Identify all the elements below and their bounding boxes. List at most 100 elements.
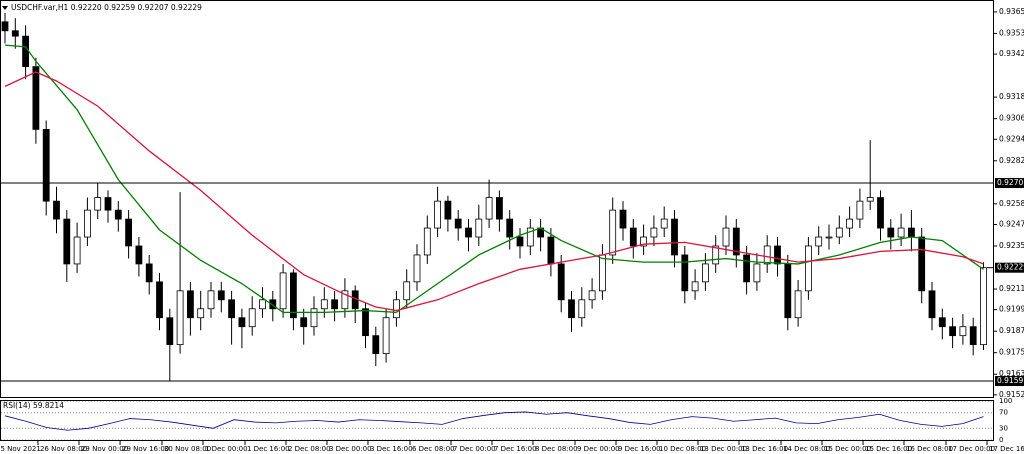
price-label: 0.92701 bbox=[997, 178, 1024, 187]
candle-body bbox=[228, 299, 236, 319]
y-tick-label: 70 bbox=[999, 409, 1008, 417]
x-tick-label: 1 Dec 16:00 bbox=[247, 445, 290, 453]
y-tick-label: 0.92825 bbox=[999, 156, 1024, 165]
x-tick-label: 30 Nov 08:00 bbox=[164, 445, 211, 453]
candle-body bbox=[671, 218, 678, 256]
x-tick-label: 3 Dec 16:00 bbox=[370, 445, 413, 453]
candle-body bbox=[619, 209, 627, 229]
candle-body bbox=[866, 197, 874, 202]
candle-body bbox=[104, 197, 112, 211]
candle-body bbox=[320, 299, 328, 310]
candle-body bbox=[125, 218, 132, 247]
x-tick-label: 13 Dec 00:00 bbox=[700, 445, 747, 453]
price-label: 0.92229 bbox=[997, 263, 1024, 272]
rsi-plot bbox=[1, 401, 993, 440]
y-tick-label: 0.91755 bbox=[999, 348, 1024, 357]
x-tick-label: 14 Dec 08:00 bbox=[783, 445, 830, 453]
candle-body bbox=[32, 66, 40, 130]
y-tick-label: 0.91635 bbox=[999, 369, 1024, 378]
candle-body bbox=[660, 218, 668, 229]
candle-body bbox=[248, 308, 256, 328]
y-tick-label: 0 bbox=[999, 436, 1003, 444]
candle-body bbox=[557, 263, 565, 301]
candle-body bbox=[289, 272, 297, 319]
candle-body bbox=[217, 290, 225, 301]
price-label: 0.91597 bbox=[997, 376, 1024, 385]
candle-body bbox=[959, 326, 967, 337]
x-tick-label: 13 Dec 16:00 bbox=[741, 445, 788, 453]
candle-body bbox=[310, 308, 318, 328]
candle-body bbox=[856, 200, 864, 220]
candle-body bbox=[599, 254, 606, 292]
candle-body bbox=[495, 197, 503, 220]
candle-body bbox=[526, 227, 534, 247]
candle-body bbox=[63, 218, 71, 265]
candle-body bbox=[938, 317, 946, 328]
candle-body bbox=[609, 209, 617, 256]
candle-body bbox=[300, 317, 308, 328]
candle-body bbox=[949, 326, 956, 337]
x-tick-label: 9 Dec 00:00 bbox=[577, 445, 620, 453]
y-tick-label: 0.93655 bbox=[999, 7, 1024, 16]
candle-body bbox=[279, 272, 287, 310]
candle-body bbox=[207, 290, 215, 310]
candle-body bbox=[980, 267, 987, 346]
candle-body bbox=[176, 290, 184, 346]
moving-average bbox=[4, 71, 984, 312]
main-plot bbox=[1, 12, 987, 381]
candle-body bbox=[73, 236, 81, 265]
candle-body bbox=[516, 236, 524, 247]
candle-body bbox=[135, 245, 143, 265]
rsi-title: RSI(14) 59.8214 bbox=[3, 401, 64, 410]
candle-body bbox=[815, 236, 823, 247]
candle-body bbox=[114, 209, 122, 220]
candle-body bbox=[681, 254, 689, 292]
candle-body bbox=[835, 227, 843, 238]
price-label-box bbox=[995, 376, 1024, 387]
candle-body bbox=[629, 227, 637, 247]
rsi-panel bbox=[0, 400, 994, 441]
x-tick-label: 3 Dec 00:00 bbox=[329, 445, 372, 453]
x-tick-label: 15 Dec 00:00 bbox=[824, 445, 871, 453]
y-tick-label: 0.91995 bbox=[999, 305, 1024, 314]
moving-average bbox=[4, 44, 984, 314]
y-tick-label: 0.9318 bbox=[999, 92, 1024, 101]
y-tick-label: 0.92945 bbox=[999, 134, 1024, 143]
candle-body bbox=[722, 227, 730, 247]
candle-body bbox=[743, 254, 750, 283]
candle-body bbox=[928, 290, 936, 319]
y-tick-label: 30 bbox=[999, 424, 1008, 432]
candle-body bbox=[423, 227, 431, 256]
y-tick-label: 0.92585 bbox=[999, 199, 1024, 208]
x-tick-label: 8 Dec 08:00 bbox=[535, 445, 578, 453]
candle-body bbox=[42, 129, 50, 202]
candle-body bbox=[475, 218, 483, 238]
price-label-box bbox=[995, 178, 1024, 189]
candle-body bbox=[145, 263, 153, 283]
candle-body bbox=[887, 227, 895, 238]
candle-body bbox=[197, 308, 205, 319]
candle-body bbox=[269, 299, 277, 310]
menu-arrow[interactable] bbox=[2, 6, 8, 10]
candle-body bbox=[22, 35, 30, 68]
candle-body bbox=[794, 290, 802, 319]
y-tick-label: 100 bbox=[999, 397, 1012, 405]
candle-body bbox=[784, 263, 792, 319]
candle-body bbox=[774, 245, 781, 265]
candle-body bbox=[156, 281, 163, 319]
candle-body bbox=[413, 254, 421, 283]
x-tick-label: 2 Dec 08:00 bbox=[288, 445, 331, 453]
candle-body bbox=[485, 197, 493, 220]
candle-body bbox=[465, 227, 472, 238]
rsi-line bbox=[4, 411, 984, 431]
x-tick-label: 6 Dec 08:00 bbox=[412, 445, 455, 453]
candle-body bbox=[763, 245, 771, 265]
candle-body bbox=[969, 326, 977, 346]
candle-body bbox=[908, 227, 915, 238]
candle-body bbox=[238, 317, 246, 328]
